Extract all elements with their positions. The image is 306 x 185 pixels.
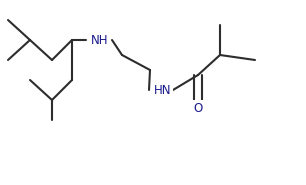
- Text: O: O: [193, 102, 203, 115]
- Text: NH: NH: [91, 33, 109, 46]
- Text: HN: HN: [154, 83, 172, 97]
